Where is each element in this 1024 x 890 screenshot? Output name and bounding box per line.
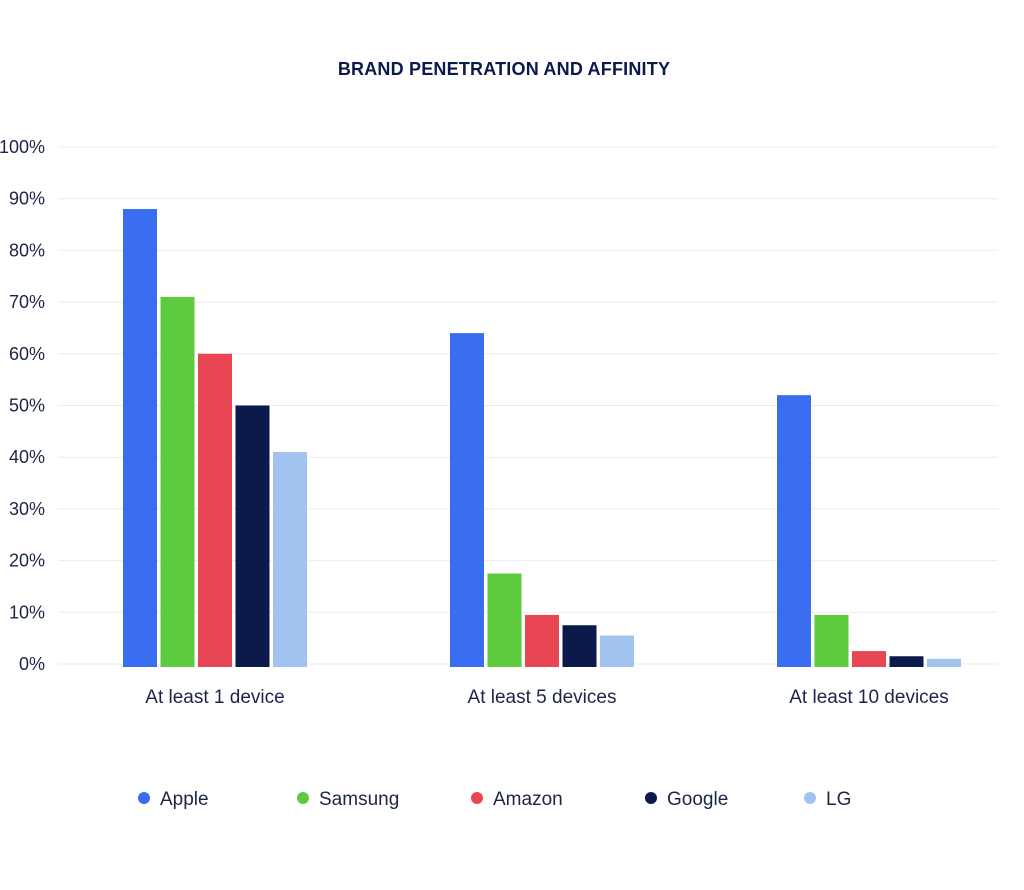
- y-tick-label: 70%: [9, 292, 45, 312]
- chart-title: BRAND PENETRATION AND AFFINITY: [338, 59, 670, 79]
- legend-swatch: [645, 792, 657, 804]
- y-tick-label: 60%: [9, 344, 45, 364]
- x-category-label: At least 5 devices: [468, 687, 617, 708]
- legend-item-apple: Apple: [138, 789, 209, 810]
- y-tick-label: 90%: [9, 189, 45, 209]
- y-axis: 0% 10% 20% 30% 40% 50% 60% 70% 80% 90% 100%: [0, 137, 45, 674]
- bar-amazon-at-least-10-devices: [852, 651, 886, 667]
- y-tick-label: 100%: [0, 137, 45, 157]
- bar-google-at-least-5-devices: [562, 625, 597, 667]
- legend: Apple Samsung Amazon Google LG: [138, 789, 851, 810]
- legend-label: Apple: [160, 789, 209, 810]
- x-axis: At least 1 device At least 5 devices At le…: [145, 687, 948, 708]
- bar-samsung-at-least-10-devices: [814, 614, 849, 667]
- legend-swatch: [471, 792, 483, 804]
- x-category-label: At least 10 devices: [789, 687, 948, 708]
- bar-google-at-least-1-device: [235, 405, 270, 667]
- y-tick-label: 20%: [9, 551, 45, 571]
- legend-item-lg: LG: [804, 789, 851, 810]
- bar-samsung-at-least-1-device: [160, 296, 195, 667]
- legend-label: Amazon: [493, 789, 563, 810]
- bar-apple-at-least-10-devices: [777, 395, 811, 667]
- y-tick-label: 0%: [19, 654, 45, 674]
- bar-amazon-at-least-5-devices: [525, 614, 559, 667]
- legend-swatch: [297, 792, 309, 804]
- legend-item-samsung: Samsung: [297, 789, 399, 810]
- bar-google-at-least-10-devices: [889, 656, 924, 667]
- bar-amazon-at-least-1-device: [198, 353, 232, 667]
- bar-lg-at-least-1-device: [273, 452, 307, 667]
- legend-item-google: Google: [645, 789, 728, 810]
- legend-swatch: [804, 792, 816, 804]
- legend-label: Google: [667, 789, 728, 810]
- legend-item-amazon: Amazon: [471, 789, 563, 810]
- bar-apple-at-least-1-device: [123, 209, 157, 668]
- bar-samsung-at-least-5-devices: [487, 573, 522, 667]
- y-tick-label: 10%: [9, 602, 45, 622]
- y-tick-label: 50%: [9, 396, 45, 416]
- y-tick-label: 40%: [9, 447, 45, 467]
- legend-label: Samsung: [319, 789, 399, 810]
- x-category-label: At least 1 device: [145, 687, 284, 708]
- y-tick-label: 80%: [9, 240, 45, 260]
- bar-apple-at-least-5-devices: [450, 333, 484, 667]
- legend-label: LG: [826, 789, 851, 810]
- bars: [123, 209, 961, 668]
- legend-swatch: [138, 792, 150, 804]
- bar-lg-at-least-5-devices: [600, 635, 634, 667]
- bar-lg-at-least-10-devices: [927, 658, 961, 667]
- y-tick-label: 30%: [9, 499, 45, 519]
